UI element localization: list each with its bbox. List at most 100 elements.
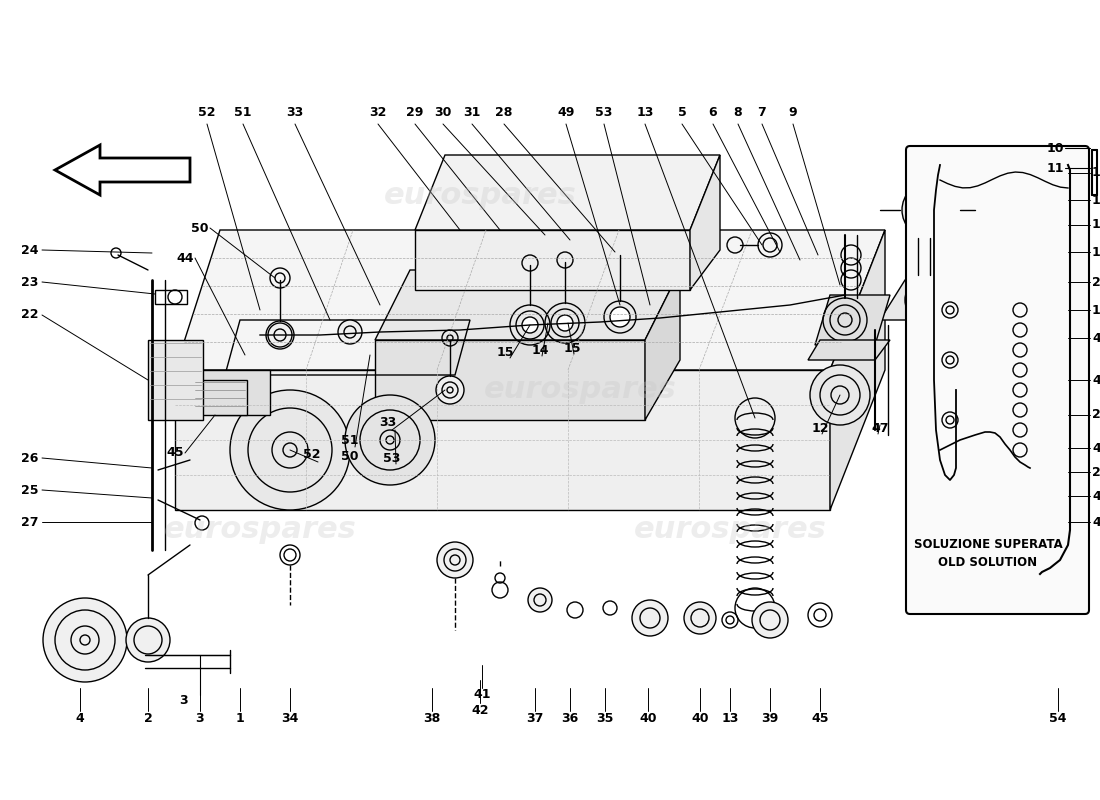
Text: 8: 8 [734,106,742,118]
Text: 36: 36 [561,711,579,725]
Text: 49: 49 [558,106,574,118]
Circle shape [752,602,788,638]
Text: 38: 38 [424,711,441,725]
Text: 33: 33 [286,106,304,118]
Bar [148,340,204,420]
Text: 21: 21 [1092,466,1100,478]
Text: 50: 50 [191,222,209,234]
Text: 15: 15 [496,346,514,358]
Circle shape [43,598,126,682]
Text: eurospares: eurospares [384,181,576,210]
Polygon shape [415,155,720,230]
Text: 51: 51 [234,106,252,118]
Polygon shape [808,340,890,360]
Circle shape [268,323,292,347]
Text: 51: 51 [341,434,359,446]
Text: 52: 52 [304,449,321,462]
Polygon shape [190,370,270,415]
Circle shape [345,395,434,485]
Text: 52: 52 [198,106,216,118]
Text: 46: 46 [1092,331,1100,345]
Circle shape [902,182,958,238]
Text: 45: 45 [166,446,184,459]
Polygon shape [415,230,690,290]
Bar [155,290,187,304]
Polygon shape [375,270,680,340]
Text: 4: 4 [76,711,85,725]
Text: 54: 54 [1049,711,1067,725]
Text: 13: 13 [636,106,653,118]
Polygon shape [880,280,984,320]
Polygon shape [175,230,886,370]
Text: 45: 45 [812,711,828,725]
Text: 1: 1 [235,711,244,725]
Text: 5: 5 [678,106,686,118]
Circle shape [632,600,668,636]
Polygon shape [375,340,645,420]
Circle shape [684,602,716,634]
Text: 11: 11 [1046,162,1064,174]
Text: eurospares: eurospares [164,515,356,545]
Text: 24: 24 [21,243,38,257]
Text: SOLUZIONE SUPERATA: SOLUZIONE SUPERATA [914,538,1063,551]
Circle shape [522,317,538,333]
Circle shape [230,390,350,510]
Text: 53: 53 [383,451,400,465]
Circle shape [437,542,473,578]
Text: 40: 40 [639,711,657,725]
Circle shape [808,603,832,627]
Circle shape [528,588,552,612]
Text: 44: 44 [176,251,194,265]
Text: 32: 32 [370,106,387,118]
Text: 41: 41 [473,689,491,702]
Text: 47: 47 [871,422,889,434]
Polygon shape [690,155,721,290]
Text: 10: 10 [1046,142,1064,154]
Text: 7: 7 [758,106,767,118]
Polygon shape [55,145,190,195]
Text: 50: 50 [341,450,359,463]
Text: 17: 17 [1092,166,1100,179]
Text: 53: 53 [595,106,613,118]
Circle shape [810,365,870,425]
Text: 42: 42 [471,703,488,717]
Text: 9: 9 [789,106,797,118]
Text: 31: 31 [463,106,481,118]
Text: 25: 25 [21,483,38,497]
Polygon shape [830,230,886,510]
Text: 20: 20 [1092,409,1100,422]
Text: 29: 29 [406,106,424,118]
Text: 27: 27 [21,515,38,529]
Text: 3: 3 [196,711,205,725]
Text: 3: 3 [178,694,187,706]
Text: 22: 22 [21,309,38,322]
Text: 13: 13 [722,711,739,725]
Text: 23: 23 [21,275,38,289]
Text: 18: 18 [1092,246,1100,258]
Text: eurospares: eurospares [634,515,826,545]
Text: 47: 47 [1092,374,1100,386]
Polygon shape [645,270,680,420]
Text: 35: 35 [596,711,614,725]
Text: 16: 16 [1092,194,1100,206]
Text: 37: 37 [526,711,543,725]
FancyBboxPatch shape [906,146,1089,614]
Text: 6: 6 [708,106,717,118]
Circle shape [905,275,955,325]
Text: 33: 33 [379,415,397,429]
Polygon shape [815,295,890,345]
Text: 15: 15 [563,342,581,354]
Circle shape [338,320,362,344]
Text: 14: 14 [531,343,549,357]
Text: 26: 26 [21,451,38,465]
Circle shape [126,618,170,662]
Text: 43: 43 [1092,515,1100,529]
Bar [192,380,248,415]
Text: 17: 17 [1092,218,1100,231]
Circle shape [557,315,573,331]
Text: OLD SOLUTION: OLD SOLUTION [938,555,1037,569]
Polygon shape [175,370,830,510]
Text: 34: 34 [282,711,299,725]
Text: eurospares: eurospares [484,375,676,405]
Text: 39: 39 [761,711,779,725]
